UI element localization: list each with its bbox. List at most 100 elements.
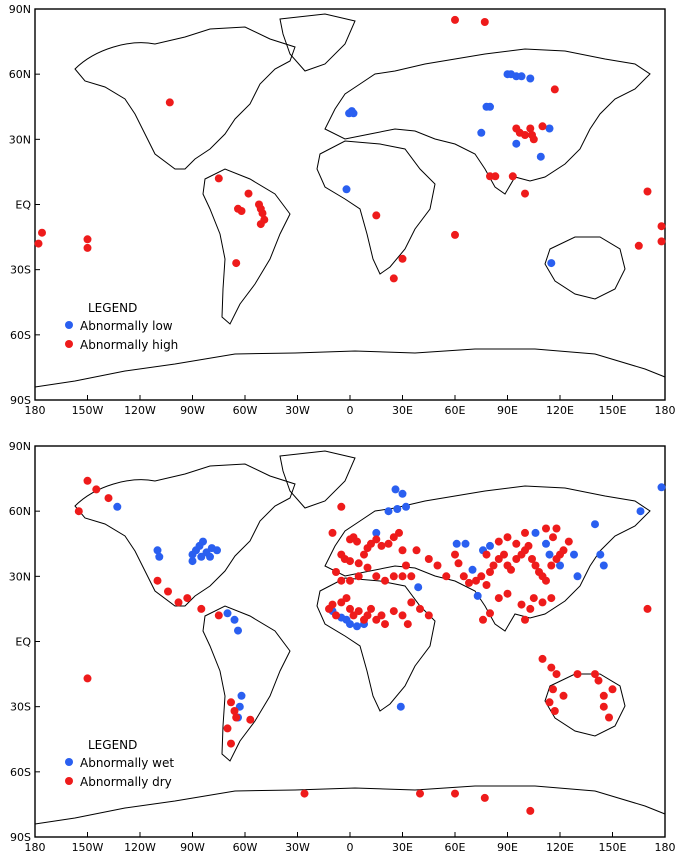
station-point-blue bbox=[473, 591, 482, 600]
station-point-red bbox=[442, 572, 451, 581]
lon-tick-label: 30E bbox=[392, 404, 413, 417]
lon-tick-label: 60E bbox=[445, 404, 466, 417]
station-point-red bbox=[363, 611, 372, 620]
station-point-red bbox=[512, 555, 521, 563]
station-point-red bbox=[389, 572, 398, 581]
lon-tick-label: 90W bbox=[180, 404, 205, 417]
station-point-blue bbox=[230, 615, 239, 624]
lat-tick-label: 30N bbox=[9, 133, 31, 146]
station-point-blue bbox=[486, 541, 494, 550]
station-point-red bbox=[372, 572, 381, 581]
station-point-red bbox=[416, 604, 424, 613]
station-point-red bbox=[424, 555, 433, 563]
station-point-blue bbox=[391, 485, 400, 494]
station-point-blue bbox=[545, 550, 554, 559]
station-point-red bbox=[384, 539, 393, 548]
station-point-red bbox=[197, 604, 206, 613]
station-point-red bbox=[494, 537, 503, 546]
station-point-red bbox=[472, 576, 480, 585]
station-point-blue bbox=[573, 572, 582, 581]
station-point-red bbox=[381, 620, 389, 629]
lon-tick-label: 180 bbox=[655, 841, 676, 854]
lon-tick-label: 180 bbox=[655, 404, 676, 417]
station-point-blue bbox=[113, 502, 122, 511]
station-point-red bbox=[465, 578, 473, 587]
station-point-red bbox=[183, 594, 192, 603]
station-point-red bbox=[353, 537, 361, 546]
station-point-red bbox=[398, 254, 407, 263]
station-point-red bbox=[223, 724, 232, 733]
map-panel-1: 90N 60N 30N EQ 30S 60S 90S 180 150W 120W 90W 60W 30… bbox=[9, 3, 676, 417]
station-point-red bbox=[174, 598, 183, 607]
station-point-blue bbox=[396, 702, 405, 711]
station-point-red bbox=[503, 533, 512, 542]
station-point-red bbox=[234, 204, 242, 213]
station-point-red bbox=[529, 594, 538, 603]
station-point-blue bbox=[531, 528, 540, 537]
station-point-blue bbox=[536, 152, 545, 161]
station-point-red bbox=[529, 135, 538, 144]
station-point-blue bbox=[237, 691, 246, 700]
station-point-blue bbox=[342, 185, 351, 194]
station-point-red bbox=[328, 600, 337, 609]
station-point-red bbox=[424, 611, 433, 620]
station-point-red bbox=[482, 550, 491, 559]
lon-tick-label: 180 bbox=[25, 841, 46, 854]
longitude-ticks: 180 150W 120W 90W 60W 30W 0 30E 60E 90E 120E 150E 18… bbox=[25, 832, 676, 854]
station-point-red bbox=[451, 789, 459, 798]
station-point-red bbox=[83, 243, 92, 252]
station-point-red bbox=[389, 274, 398, 283]
station-point-blue bbox=[188, 557, 197, 566]
lon-tick-label: 150E bbox=[599, 841, 627, 854]
station-point-red bbox=[451, 550, 459, 559]
lon-tick-label: 120E bbox=[546, 404, 574, 417]
station-point-blue bbox=[636, 507, 645, 516]
lon-tick-label: 30W bbox=[285, 841, 310, 854]
station-point-blue bbox=[349, 109, 358, 118]
lon-tick-label: 150W bbox=[72, 841, 104, 854]
station-point-blue bbox=[398, 489, 407, 498]
station-point-red bbox=[300, 789, 309, 798]
station-point-red bbox=[363, 563, 372, 572]
station-point-red bbox=[407, 572, 416, 581]
station-point-red bbox=[528, 555, 536, 563]
station-point-red bbox=[526, 806, 535, 815]
station-point-blue bbox=[155, 552, 164, 561]
station-point-red bbox=[480, 793, 489, 802]
station-point-red bbox=[230, 707, 239, 715]
station-point-blue bbox=[591, 520, 599, 529]
station-point-blue bbox=[372, 528, 381, 537]
station-point-red bbox=[433, 561, 442, 570]
station-point-red bbox=[214, 174, 223, 183]
lon-tick-label: 30E bbox=[392, 841, 413, 854]
station-point-red bbox=[337, 576, 346, 585]
station-point-red bbox=[552, 670, 561, 679]
lat-tick-label: 30S bbox=[10, 701, 31, 714]
station-point-blue bbox=[153, 546, 162, 555]
latitude-ticks: 90N 60N 30N EQ 30S 60S 90S bbox=[9, 440, 40, 844]
station-point-red bbox=[521, 528, 529, 537]
station-point-red bbox=[454, 559, 463, 568]
lat-tick-label: 90S bbox=[10, 831, 31, 844]
station-point-red bbox=[377, 611, 386, 620]
station-point-red bbox=[494, 555, 503, 563]
station-point-red bbox=[38, 228, 46, 237]
station-point-red bbox=[34, 239, 43, 248]
station-point-red bbox=[521, 615, 529, 624]
station-point-red bbox=[526, 604, 535, 613]
station-point-blue bbox=[477, 128, 486, 137]
station-point-red bbox=[372, 211, 381, 220]
station-point-red bbox=[521, 189, 529, 198]
station-point-red bbox=[500, 550, 508, 559]
station-point-red bbox=[412, 546, 421, 555]
station-point-red bbox=[573, 670, 582, 679]
station-point-red bbox=[564, 537, 573, 546]
station-point-red bbox=[354, 559, 363, 568]
station-point-red bbox=[354, 607, 363, 616]
station-point-red bbox=[227, 739, 235, 748]
station-point-red bbox=[346, 557, 354, 566]
station-point-red bbox=[547, 594, 556, 603]
station-point-red bbox=[489, 561, 498, 570]
station-point-red bbox=[332, 568, 340, 576]
station-point-blue bbox=[393, 505, 402, 513]
